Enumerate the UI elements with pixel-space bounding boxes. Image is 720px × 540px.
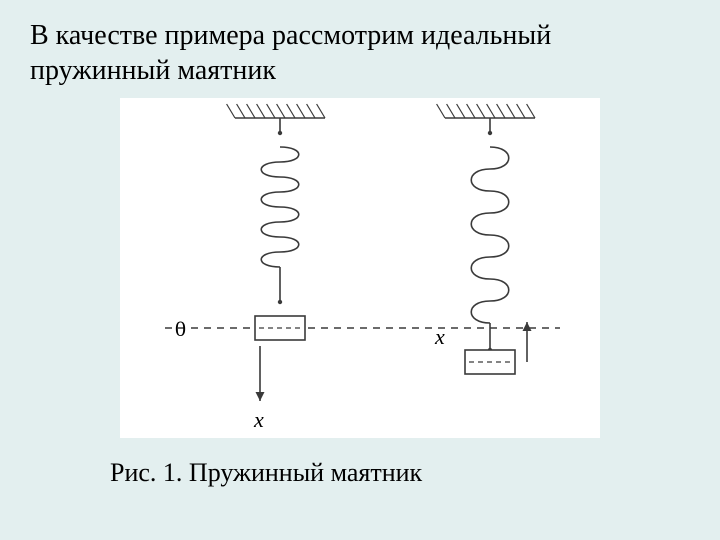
zero-label: 0 (175, 316, 186, 342)
slide-title: В качестве примера рассмотрим идеальный … (30, 18, 690, 88)
x-axis-label-left: x (254, 407, 264, 433)
pendulum-diagram (120, 98, 600, 438)
title-line-2: пружинный маятник (30, 55, 276, 86)
slide: В качестве примера рассмотрим идеальный … (0, 0, 720, 540)
title-line-1: В качестве примера рассмотрим идеальный (30, 20, 551, 51)
figure-caption: Рис. 1. Пружинный маятник (110, 458, 690, 488)
x-axis-label-right: x (435, 324, 445, 350)
figure-area: 0 x x (120, 98, 600, 438)
